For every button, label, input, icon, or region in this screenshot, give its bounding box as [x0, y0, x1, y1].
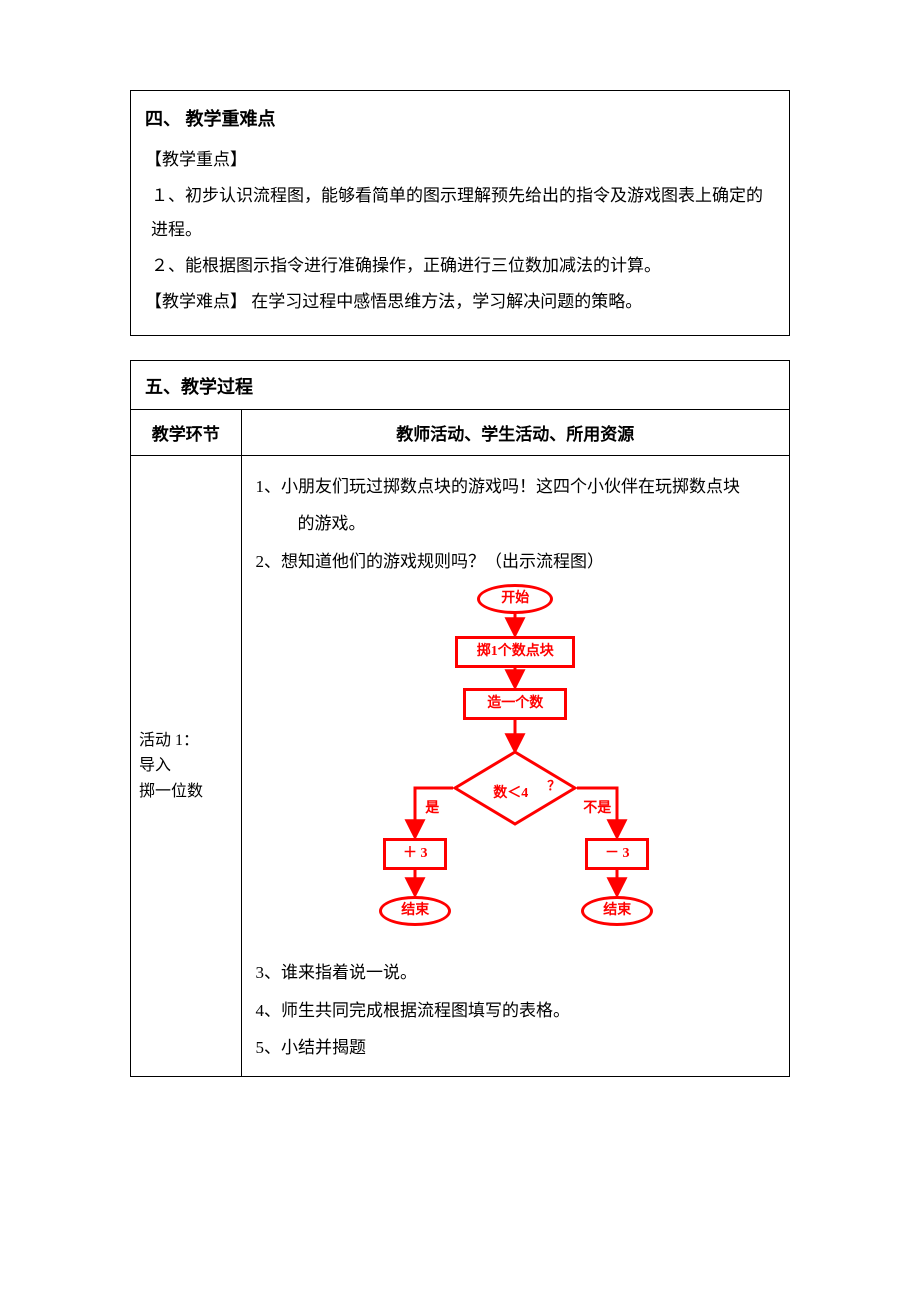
flow-label-end-right: 结束	[603, 896, 631, 927]
focus-item-1: １、初步认识流程图，能够看简单的图示理解预先给出的指令及游戏图表上确定的进程。	[145, 179, 779, 247]
activity-name-3: 掷一位数	[139, 779, 233, 805]
flow-node-end-left: 结束	[379, 896, 451, 926]
flow-node-minus: － 3	[585, 838, 649, 870]
col-header-stage: 教学环节	[131, 410, 241, 456]
section-5-title: 五、教学过程	[131, 361, 789, 410]
flow-node-start: 开始	[477, 584, 553, 614]
table-header-row: 教学环节 教师活动、学生活动、所用资源	[131, 410, 789, 456]
flow-label-question-mark: ？	[547, 772, 560, 801]
flow-label-roll: 掷1个数点块	[477, 637, 554, 668]
focus-label: 【教学重点】	[145, 143, 779, 177]
flow-edge-no: 不是	[583, 794, 611, 825]
flow-label-minus: － 3	[605, 839, 630, 870]
step-5: 5、小结并揭题	[256, 1029, 776, 1066]
process-table: 教学环节 教师活动、学生活动、所用资源 活动 1： 导入 掷一位数 1、小朋友们…	[131, 410, 789, 1076]
col-header-activities: 教师活动、学生活动、所用资源	[241, 410, 789, 456]
flow-label-make: 造一个数	[487, 689, 543, 720]
flow-label-start: 开始	[501, 584, 529, 615]
flow-node-make: 造一个数	[463, 688, 567, 720]
step-1: 1、小朋友们玩过掷数点块的游戏吗！这四个小伙伴在玩掷数点块	[256, 468, 776, 505]
flow-node-roll: 掷1个数点块	[455, 636, 575, 668]
flow-label-decision: 数＜4	[493, 779, 528, 810]
activity-name-1: 活动 1：	[139, 728, 233, 754]
activity-label-cell: 活动 1： 导入 掷一位数	[131, 456, 241, 1077]
activity-name-2: 导入	[139, 753, 233, 779]
activity-content-cell: 1、小朋友们玩过掷数点块的游戏吗！这四个小伙伴在玩掷数点块 的游戏。 2、想知道…	[241, 456, 789, 1077]
section-5-box: 五、教学过程 教学环节 教师活动、学生活动、所用资源 活动 1： 导入 掷一位数…	[130, 360, 790, 1077]
flow-edge-yes: 是	[425, 794, 439, 825]
flow-node-plus: ＋ 3	[383, 838, 447, 870]
focus-item-2: ２、能根据图示指令进行准确操作，正确进行三位数加减法的计算。	[145, 249, 779, 283]
flow-label-plus: ＋ 3	[403, 839, 428, 870]
step-1b: 的游戏。	[256, 505, 776, 542]
section-4-title: 四、 教学重难点	[145, 105, 779, 131]
step-4: 4、师生共同完成根据流程图填写的表格。	[256, 992, 776, 1029]
flow-label-end-left: 结束	[401, 896, 429, 927]
flowchart: 开始 掷1个数点块 造一个数	[355, 584, 675, 944]
step-3: 3、谁来指着说一说。	[256, 954, 776, 991]
flow-node-end-right: 结束	[581, 896, 653, 926]
section-4-box: 四、 教学重难点 【教学重点】 １、初步认识流程图，能够看简单的图示理解预先给出…	[130, 90, 790, 336]
step-2: 2、想知道他们的游戏规则吗？（出示流程图）	[256, 543, 776, 580]
difficulty-label: 【教学难点】 在学习过程中感悟思维方法，学习解决问题的策略。	[145, 285, 779, 319]
table-row: 活动 1： 导入 掷一位数 1、小朋友们玩过掷数点块的游戏吗！这四个小伙伴在玩掷…	[131, 456, 789, 1077]
